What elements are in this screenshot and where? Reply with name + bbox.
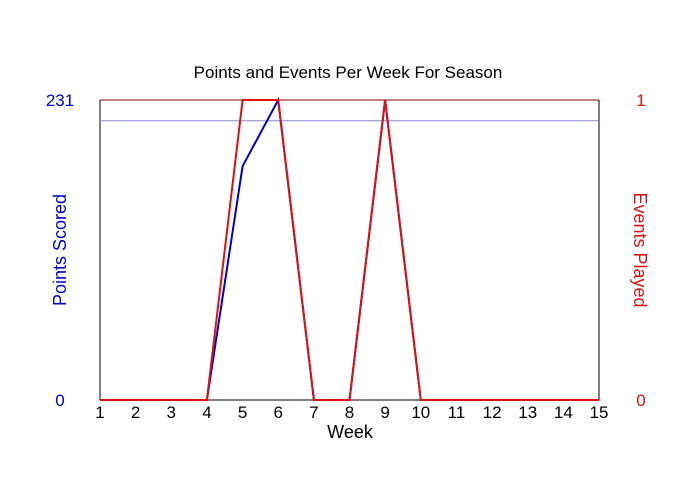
y-axis-left-label: Points Scored <box>50 194 70 306</box>
y-left-tick-label: 0 <box>55 391 64 410</box>
x-tick-label: 9 <box>380 403 389 422</box>
x-tick-label: 15 <box>590 403 609 422</box>
x-axis-label: Week <box>327 422 374 442</box>
x-tick-label: 3 <box>167 403 176 422</box>
x-tick-label: 4 <box>202 403 211 422</box>
y-right-tick-label: 1 <box>636 91 645 110</box>
x-tick-label: 1 <box>95 403 104 422</box>
x-tick-label: 13 <box>518 403 537 422</box>
series-line-points <box>100 96 599 401</box>
series-line-events <box>100 99 599 401</box>
x-tick-label: 12 <box>483 403 502 422</box>
x-tick-label: 10 <box>411 403 430 422</box>
y-axis-right-label: Events Played <box>630 192 650 307</box>
x-tick-label: 6 <box>273 403 282 422</box>
x-tick-label: 11 <box>448 403 466 422</box>
x-tick-label: 7 <box>309 403 318 422</box>
x-tick-label: 5 <box>238 403 247 422</box>
x-tick-label: 14 <box>554 403 573 422</box>
chart-title: Points and Events Per Week For Season <box>194 63 503 82</box>
y-left-tick-label: 231 <box>46 91 74 110</box>
y-right-tick-label: 0 <box>636 391 645 410</box>
x-tick-label: 8 <box>345 403 354 422</box>
x-tick-label: 2 <box>131 403 140 422</box>
